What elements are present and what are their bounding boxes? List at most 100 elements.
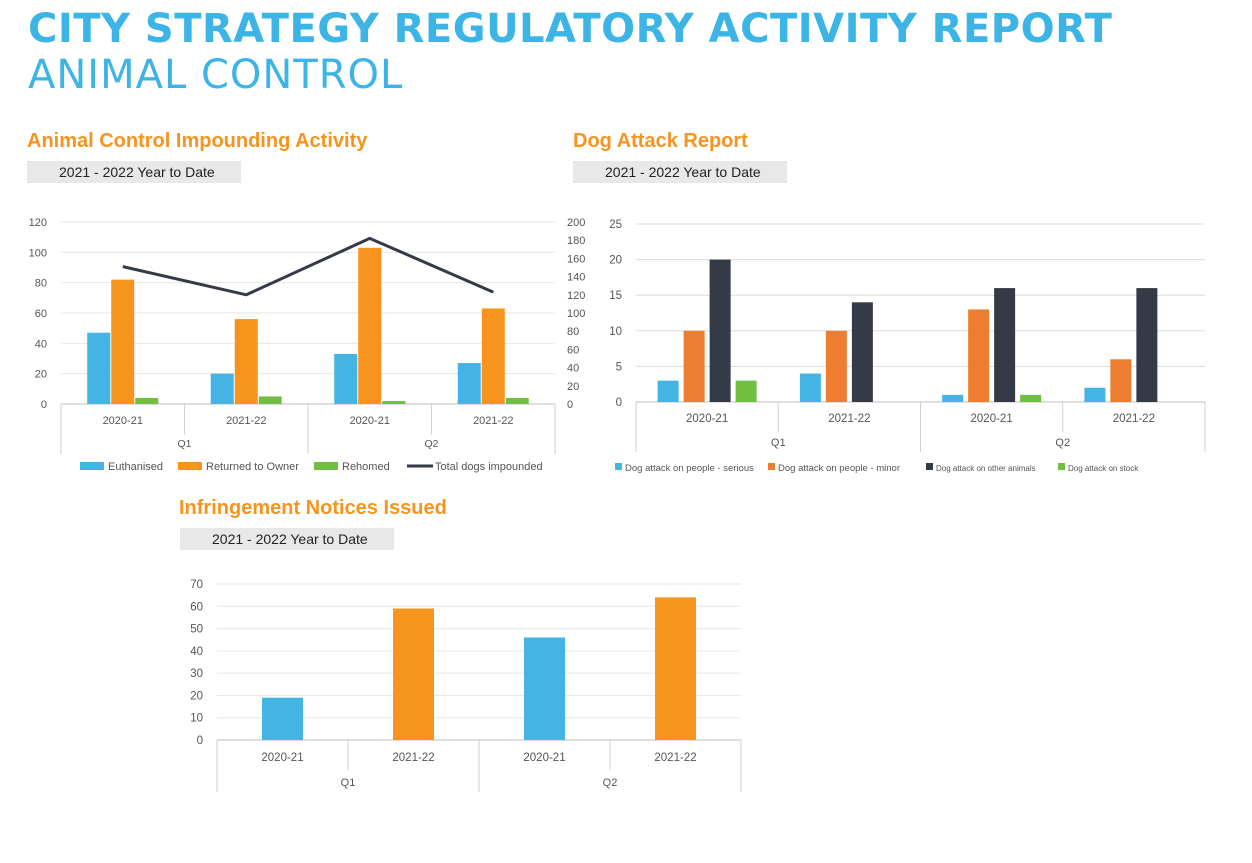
x-tick-label: 2021-22: [654, 752, 696, 764]
y-tick-label: 5: [616, 361, 622, 373]
legend-swatch: [80, 462, 104, 470]
y2-tick-label: 140: [567, 272, 585, 284]
dog-attack-title: Dog Attack Report: [573, 130, 748, 152]
infringement-title: Infringement Notices Issued: [179, 497, 447, 519]
x-tick-label: 2020-21: [523, 752, 565, 764]
legend-label: Dog attack on people - minor: [778, 463, 900, 474]
legend-swatch: [314, 462, 338, 470]
y2-tick-label: 100: [567, 308, 585, 320]
bar-rehomed: [258, 396, 282, 404]
bar-euthanised: [457, 363, 481, 404]
y-tick-label: 80: [35, 278, 47, 290]
report-subtitle: ANIMAL CONTROL: [28, 52, 404, 98]
y-tick-label: 60: [190, 601, 203, 613]
y2-tick-label: 60: [567, 344, 579, 356]
y2-tick-label: 40: [567, 363, 579, 375]
y2-tick-label: 80: [567, 326, 579, 338]
group-label: Q2: [603, 777, 618, 789]
bar-dog-attack-on-people-serious: [657, 380, 679, 402]
x-tick-label: 2021-22: [828, 413, 870, 425]
line-total-dogs-impounded: [122, 236, 494, 297]
bar-dog-attack-on-people-minor: [1110, 359, 1132, 402]
group-label: Q1: [177, 438, 191, 450]
report-title: CITY STRATEGY REGULATORY ACTIVITY REPORT: [28, 6, 1113, 52]
group-label: Q1: [771, 437, 786, 449]
y2-tick-label: 120: [567, 290, 585, 302]
legend-label: Dog attack on people - serious: [625, 463, 754, 474]
x-tick-label: 2020-21: [103, 415, 143, 427]
legend-label: Total dogs impounded: [435, 461, 543, 473]
x-tick-label: 2020-21: [261, 752, 303, 764]
bar-dog-attack-on-other-animals: [851, 302, 873, 402]
x-tick-label: 2020-21: [971, 413, 1013, 425]
legend-swatch: [615, 463, 622, 470]
y-tick-label: 15: [609, 290, 622, 302]
x-tick-label: 2021-22: [226, 415, 266, 427]
chart-impounding: 0 20 40 60 80 100 120 0 20 40 60 80 100 120 140 160 180 2…: [29, 217, 586, 473]
x-tick-label: 2020-21: [350, 415, 390, 427]
bar-returned-to-owner: [111, 279, 135, 404]
group-label: Q2: [1055, 437, 1070, 449]
y2-tick-label: 20: [567, 381, 579, 393]
bar-dog-attack-on-stock: [1020, 394, 1042, 402]
y2-tick-label: 160: [567, 253, 585, 265]
bar-rehomed: [135, 397, 159, 404]
y-tick-label: 60: [35, 308, 47, 320]
legend-swatch: [1058, 463, 1065, 470]
y-tick-label: 30: [190, 668, 203, 680]
x-tick-label: 2021-22: [473, 415, 513, 427]
chart-dog_attack: 0 5 10 15 20 25 2020-21 2021-22 2020-21 2021-22 Q1…: [609, 219, 1206, 474]
bar: [262, 697, 303, 740]
y-tick-label: 25: [609, 219, 622, 231]
bar-returned-to-owner: [481, 308, 505, 404]
bar-dog-attack-on-people-serious: [799, 373, 821, 402]
y2-tick-label: 180: [567, 235, 585, 247]
impounding-period: 2021 - 2022 Year to Date: [27, 161, 241, 183]
y-tick-label: 40: [35, 338, 47, 350]
bar-rehomed: [382, 400, 406, 404]
bar-euthanised: [87, 332, 111, 404]
y-tick-label: 10: [190, 713, 203, 725]
legend-swatch: [768, 463, 775, 470]
bar-dog-attack-on-people-minor: [683, 330, 705, 402]
bar: [655, 597, 696, 740]
y-tick-label: 0: [41, 399, 47, 411]
bar: [524, 637, 565, 740]
bar-dog-attack-on-stock: [735, 380, 757, 402]
legend-label: Returned to Owner: [206, 461, 299, 473]
y2-tick-label: 0: [567, 399, 573, 411]
x-tick-label: 2020-21: [686, 413, 728, 425]
y-tick-label: 10: [609, 326, 622, 338]
y-tick-label: 120: [29, 217, 47, 229]
bar-dog-attack-on-people-minor: [825, 330, 847, 402]
y-tick-label: 40: [190, 646, 203, 658]
bar-dog-attack-on-other-animals: [1136, 288, 1158, 402]
impounding-title: Animal Control Impounding Activity: [27, 130, 368, 152]
bar-euthanised: [334, 353, 358, 404]
bar-dog-attack-on-other-animals: [994, 288, 1016, 402]
legend-swatch: [926, 463, 933, 470]
y-tick-label: 50: [190, 624, 203, 636]
group-label: Q2: [424, 438, 438, 450]
y-tick-label: 20: [190, 690, 203, 702]
bar-dog-attack-on-people-minor: [968, 309, 990, 402]
bar-returned-to-owner: [234, 319, 258, 404]
legend-swatch: [178, 462, 202, 470]
legend-label: Dog attack on other animals: [936, 464, 1036, 473]
bar-dog-attack-on-people-serious: [942, 394, 964, 402]
y-tick-label: 100: [29, 247, 47, 259]
bar-returned-to-owner: [358, 247, 382, 404]
y-tick-label: 0: [616, 397, 622, 409]
y-tick-label: 70: [190, 579, 203, 591]
legend-label: Rehomed: [342, 461, 390, 473]
bar-rehomed: [505, 397, 529, 404]
bar-euthanised: [210, 373, 234, 404]
x-tick-label: 2021-22: [392, 752, 434, 764]
bar: [393, 608, 434, 740]
y-tick-label: 20: [609, 255, 622, 267]
dog-attack-period: 2021 - 2022 Year to Date: [573, 161, 787, 183]
y-tick-label: 0: [197, 735, 203, 747]
bar-dog-attack-on-other-animals: [709, 259, 731, 402]
x-tick-label: 2021-22: [1113, 413, 1155, 425]
